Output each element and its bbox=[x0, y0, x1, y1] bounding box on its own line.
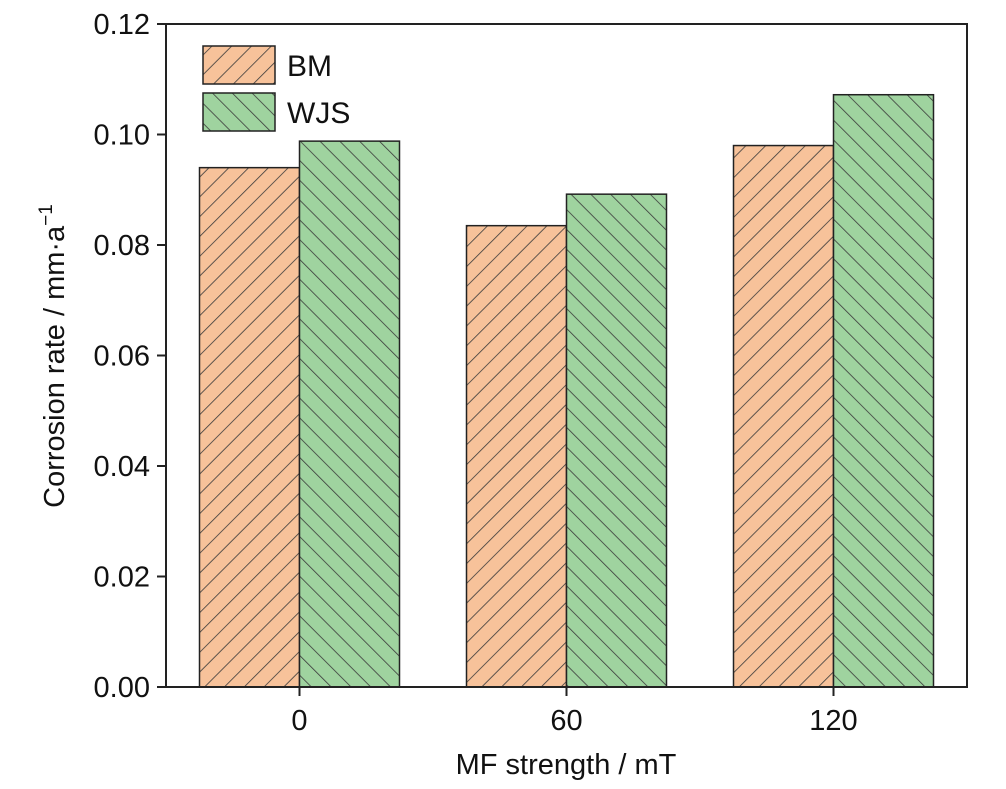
bar-wjs-60 bbox=[565, 193, 668, 688]
x-tick-label: 120 bbox=[809, 705, 857, 737]
y-tick-label: 0.00 bbox=[94, 672, 150, 704]
x-tick-label: 0 bbox=[291, 705, 307, 737]
y-axis-label-text: Corrosion rate / mm·a bbox=[39, 225, 71, 508]
legend-label-bm: BM bbox=[287, 50, 332, 83]
bars-group bbox=[198, 93, 935, 688]
legend-label-wjs: WJS bbox=[287, 97, 350, 130]
x-axis-label: MF strength / mT bbox=[456, 749, 677, 781]
bar-bm-120 bbox=[732, 144, 835, 688]
legend-swatch-wjs bbox=[202, 92, 276, 132]
legend: BM WJS bbox=[202, 45, 350, 132]
x-axis-ticks: 0 60 120 bbox=[291, 687, 858, 737]
y-axis-label-superscript: −1 bbox=[36, 204, 57, 226]
bar-wjs-0 bbox=[298, 140, 401, 688]
y-tick-label: 0.06 bbox=[94, 341, 150, 373]
plot-frame bbox=[165, 23, 968, 688]
y-axis-label: Corrosion rate / mm·a−1 bbox=[36, 204, 71, 508]
bar-wjs-120 bbox=[832, 93, 935, 688]
y-tick-label: 0.02 bbox=[94, 562, 150, 594]
y-tick-label: 0.04 bbox=[94, 451, 150, 483]
y-tick-label: 0.12 bbox=[94, 9, 150, 41]
bar-bm-0 bbox=[198, 166, 301, 688]
y-tick-label: 0.08 bbox=[94, 230, 150, 262]
legend-swatch-bm bbox=[202, 45, 276, 85]
x-tick-label: 60 bbox=[550, 705, 582, 737]
y-axis-ticks: 0.00 0.02 0.04 0.06 0.08 0.10 0.12 bbox=[94, 9, 166, 704]
bar-bm-60 bbox=[465, 224, 568, 688]
y-tick-label: 0.10 bbox=[94, 120, 150, 152]
